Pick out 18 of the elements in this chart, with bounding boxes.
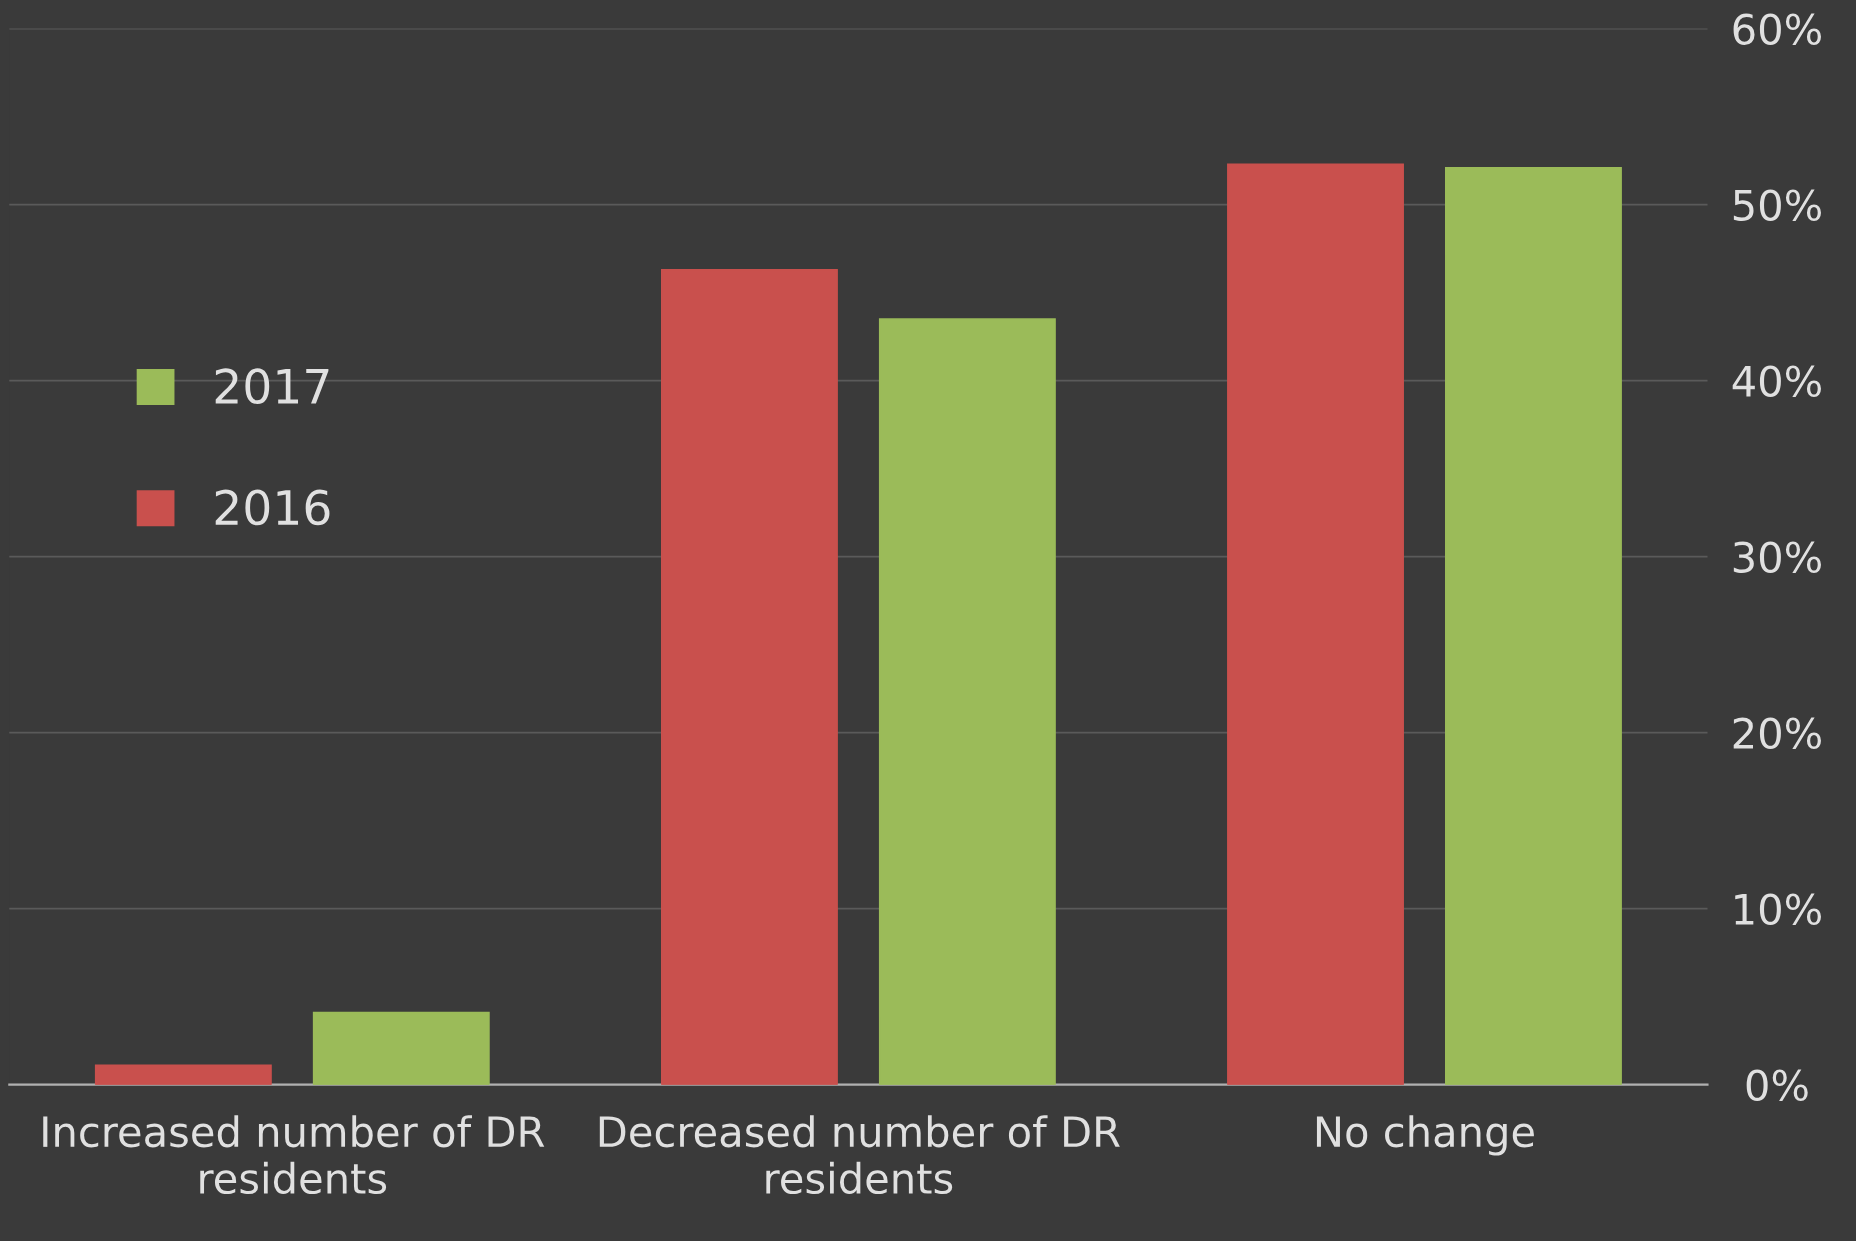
bar <box>1445 166 1622 1085</box>
y-tick-label: 10% <box>1735 893 1821 926</box>
y-tick-label: 20% <box>1733 717 1821 750</box>
x-tick-label: Decreased number of DR residents <box>599 1115 1120 1195</box>
y-tick-label: 50% <box>1733 189 1821 221</box>
legend-label: 2017 <box>215 368 329 405</box>
bar <box>660 268 838 1085</box>
legend-label: 2016 <box>215 489 330 526</box>
bar <box>1227 163 1404 1085</box>
y-tick-label: 0% <box>1746 1069 1808 1102</box>
y-tick-label: 40% <box>1732 365 1821 397</box>
x-tick-label: No change <box>1316 1115 1534 1156</box>
y-tick-label: 60% <box>1733 13 1821 45</box>
bar <box>312 1011 490 1085</box>
y-tick-label: 30% <box>1733 541 1821 574</box>
bar <box>878 318 1056 1085</box>
x-tick-label: Increased number of DR residents <box>43 1115 545 1195</box>
bar <box>94 1064 272 1085</box>
